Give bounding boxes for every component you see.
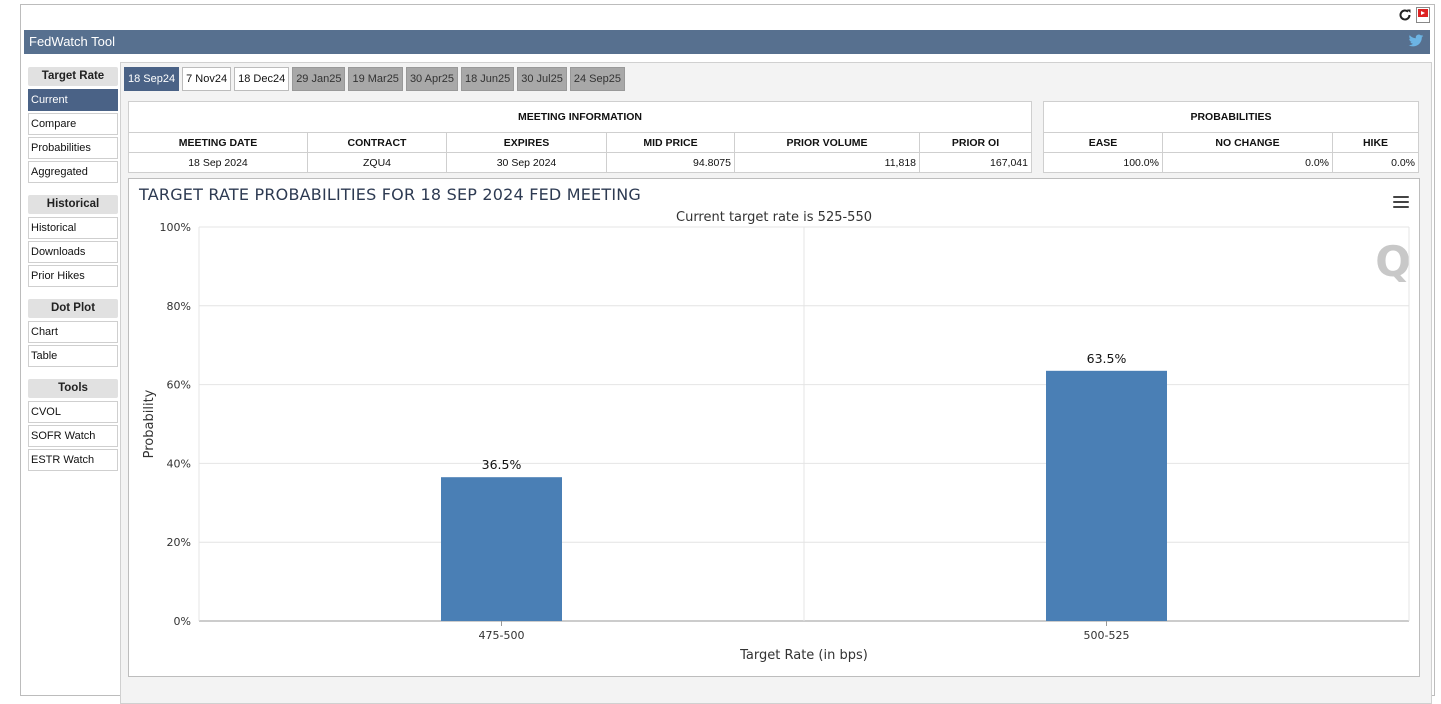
- main-panel: 18 Sep24 7 Nov24 18 Dec24 29 Jan25 19 Ma…: [120, 62, 1432, 704]
- sidebar-item-table[interactable]: Table: [28, 345, 118, 367]
- sidebar-item-cvol[interactable]: CVOL: [28, 401, 118, 423]
- col-ease: EASE: [1043, 132, 1163, 153]
- q-logo-icon: Q: [1375, 237, 1411, 286]
- col-expires: EXPIRES: [446, 132, 607, 153]
- bar: [441, 477, 562, 621]
- x-tick-label: 500-525: [1084, 629, 1130, 642]
- sidebar-item-current[interactable]: Current: [28, 89, 118, 111]
- chart-plot: 0% 20% 40% 60% 80% 100% 36.5% 475-500 63.5% 500-5…: [142, 221, 1410, 663]
- top-icons: [1398, 6, 1430, 26]
- mid-price-value: 94.8075: [606, 152, 735, 173]
- sidebar-item-sofr-watch[interactable]: SOFR Watch: [28, 425, 118, 447]
- sidebar-item-estr-watch[interactable]: ESTR Watch: [28, 449, 118, 471]
- app-title: FedWatch Tool: [29, 34, 115, 49]
- tab-29-jan25[interactable]: 29 Jan25: [292, 67, 346, 91]
- y-axis-title: Probability: [142, 389, 157, 458]
- prior-oi-value: 167,041: [919, 152, 1032, 173]
- x-tick-label: 475-500: [479, 629, 525, 642]
- tab-18-jun25[interactable]: 18 Jun25: [460, 67, 515, 91]
- y-tick-label: 20%: [167, 536, 191, 549]
- expires-value: 30 Sep 2024: [446, 152, 607, 173]
- tab-18-dec24[interactable]: 18 Dec24: [234, 67, 290, 91]
- tab-7-nov24[interactable]: 7 Nov24: [182, 67, 232, 91]
- y-tick-label: 0%: [174, 615, 191, 628]
- meeting-date-value: 18 Sep 2024: [128, 152, 308, 173]
- twitter-icon[interactable]: [1408, 34, 1424, 51]
- data-label: 63.5%: [1087, 351, 1127, 366]
- tab-30-apr25[interactable]: 30 Apr25: [405, 67, 458, 91]
- sidebar-header-historical: Historical: [28, 195, 118, 214]
- tab-24-sep25[interactable]: 24 Sep25: [569, 67, 625, 91]
- tab-19-mar25[interactable]: 19 Mar25: [348, 67, 403, 91]
- y-tick-label: 40%: [167, 457, 191, 470]
- title-bar: FedWatch Tool: [24, 30, 1430, 54]
- fedwatch-frame: FedWatch Tool Target Rate Current Compar…: [20, 4, 1435, 704]
- col-contract: CONTRACT: [307, 132, 447, 153]
- sidebar-item-aggregated[interactable]: Aggregated: [28, 161, 118, 183]
- pdf-icon[interactable]: [1416, 6, 1430, 26]
- tab-30-jul25[interactable]: 30 Jul25: [517, 67, 567, 91]
- probabilities-table: PROBABILITIES EASE NO CHANGE HIKE 100.0%…: [1043, 101, 1419, 173]
- probabilities-title: PROBABILITIES: [1043, 101, 1419, 133]
- table-row: 100.0% 0.0% 0.0%: [1043, 152, 1419, 173]
- col-no-change: NO CHANGE: [1162, 132, 1333, 153]
- bar: [1046, 370, 1167, 621]
- col-meeting-date: MEETING DATE: [128, 132, 308, 153]
- col-prior-volume: PRIOR VOLUME: [734, 132, 920, 153]
- refresh-icon[interactable]: [1398, 8, 1412, 25]
- sidebar-item-compare[interactable]: Compare: [28, 113, 118, 135]
- sidebar-item-probabilities[interactable]: Probabilities: [28, 137, 118, 159]
- sidebar-header-target-rate: Target Rate: [28, 67, 118, 86]
- no-change-value: 0.0%: [1162, 152, 1333, 173]
- x-axis-title: Target Rate (in bps): [739, 648, 868, 663]
- col-prior-oi: PRIOR OI: [919, 132, 1032, 153]
- sidebar-item-downloads[interactable]: Downloads: [28, 241, 118, 263]
- ease-value: 100.0%: [1043, 152, 1163, 173]
- table-row: 18 Sep 2024 ZQU4 30 Sep 2024 94.8075 11,…: [128, 152, 1032, 173]
- tab-18-sep24[interactable]: 18 Sep24: [124, 67, 180, 91]
- meeting-information-table: MEETING INFORMATION MEETING DATE CONTRAC…: [128, 101, 1032, 173]
- col-mid-price: MID PRICE: [606, 132, 735, 153]
- contract-value: ZQU4: [307, 152, 447, 173]
- chart-title: TARGET RATE PROBABILITIES FOR 18 SEP 202…: [139, 185, 642, 204]
- sidebar: Target Rate Current Compare Probabilitie…: [28, 67, 118, 473]
- meeting-information-title: MEETING INFORMATION: [128, 101, 1032, 133]
- meeting-tabs: 18 Sep24 7 Nov24 18 Dec24 29 Jan25 19 Ma…: [124, 67, 625, 91]
- chart-subtitle: Current target rate is 525-550: [676, 210, 872, 225]
- prior-volume-value: 11,818: [734, 152, 920, 173]
- hike-value: 0.0%: [1332, 152, 1419, 173]
- data-label: 36.5%: [482, 457, 522, 472]
- sidebar-item-historical[interactable]: Historical: [28, 217, 118, 239]
- sidebar-header-dot-plot: Dot Plot: [28, 299, 118, 318]
- sidebar-item-prior-hikes[interactable]: Prior Hikes: [28, 265, 118, 287]
- chart-container: TARGET RATE PROBABILITIES FOR 18 SEP 202…: [128, 178, 1420, 677]
- sidebar-item-chart[interactable]: Chart: [28, 321, 118, 343]
- col-hike: HIKE: [1332, 132, 1419, 153]
- y-tick-label: 80%: [167, 300, 191, 313]
- sidebar-header-tools: Tools: [28, 379, 118, 398]
- y-tick-label: 60%: [167, 379, 191, 392]
- y-tick-label: 100%: [160, 221, 191, 234]
- chart-menu-icon[interactable]: [1393, 196, 1409, 211]
